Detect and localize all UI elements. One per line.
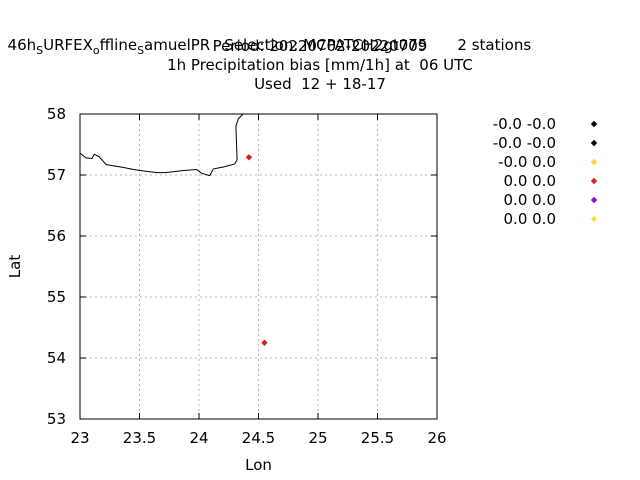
station-point [261,339,268,346]
y-tick-label: 53 [47,410,66,428]
title-segment: URFEX [43,36,93,54]
x-tick-label: 24 [189,429,208,447]
x-tick-label: 26 [427,429,446,447]
legend-label: 0.0 0.0 [504,172,556,190]
y-axis-label: Lat [6,255,24,279]
station-point [245,154,253,161]
title-segment: amuelPR [144,36,211,54]
x-tick-label: 25 [308,429,327,447]
legend-marker [590,215,598,223]
data-points [245,154,268,346]
title-subscript: S [36,44,44,57]
legend-marker [590,120,598,128]
legend-marker [590,158,598,166]
grid-lines [80,114,437,419]
coastline-path [79,113,244,177]
title-segment: ffline [99,36,138,54]
x-tick-label: 23.5 [123,429,156,447]
legend-label: -0.0 -0.0 [493,115,556,133]
legend: -0.0 -0.0-0.0 -0.0-0.0 0.00.0 0.00.0 0.0… [493,115,598,228]
x-tick-label: 25.5 [361,429,394,447]
coastline [79,113,244,177]
experiment-name: 46hSURFEXofflineSamuelPR [7,36,211,57]
x-axis-label: Lon [245,456,272,474]
y-tick-label: 58 [47,105,66,123]
x-tick-label: 24.5 [242,429,275,447]
y-tick-label: 56 [47,227,66,245]
legend-label: 0.0 0.0 [504,210,556,228]
y-tick-label: 54 [47,349,66,367]
axis-ticks: 23 23.5 24 24.5 25 25.5 26 53 54 55 56 57 58 [47,105,447,447]
chart-period: Period: 20220702-20220709 [212,37,428,55]
chart-parameter: 1h Precipitation bias [mm/1h] at 06 UTC [167,56,473,74]
x-tick-label: 23 [70,429,89,447]
legend-label: -0.0 -0.0 [493,134,556,152]
chart-title-line-1: 46hSURFEXofflineSamuelPR Selection: MCPAT… [0,17,640,60]
selection-label: Selection: MCPATCH2gt075 [224,36,428,54]
legend-marker [590,177,598,185]
title-subscript: o [92,44,100,57]
y-tick-label: 57 [47,166,66,184]
legend-label: 0.0 0.0 [504,191,556,209]
legend-marker [590,139,598,147]
legend-marker [590,196,598,204]
chart-used-info: Used 12 + 18-17 [254,75,386,93]
title-segment: 46h [7,36,37,54]
stations-count: 2 stations [457,36,532,54]
y-tick-label: 55 [47,288,66,306]
legend-label: -0.0 0.0 [498,153,556,171]
title-subscript: S [137,44,145,57]
